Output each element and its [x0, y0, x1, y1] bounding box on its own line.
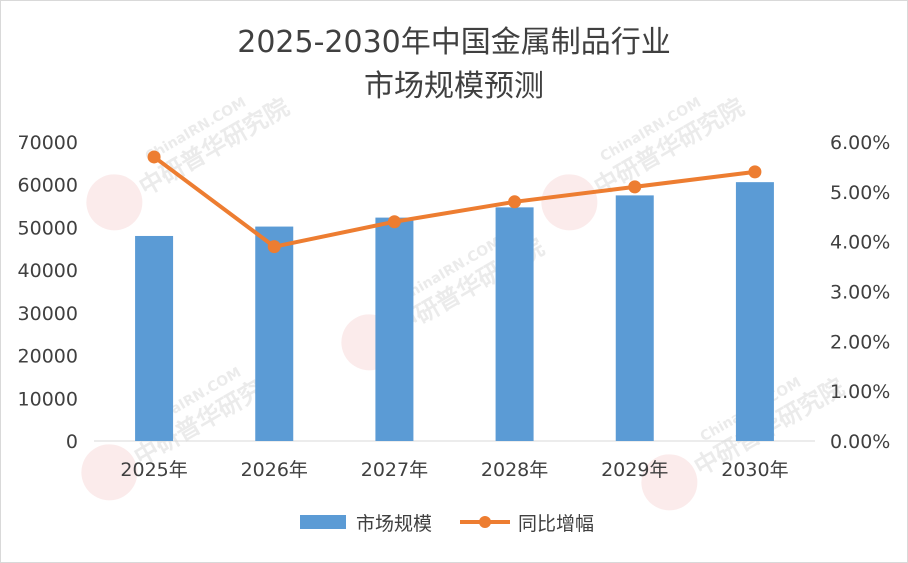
x-tick-label: 2026年 [241, 459, 308, 481]
bar [375, 217, 414, 441]
y-right-tick-label: 2.00% [830, 331, 890, 353]
series-line [152, 155, 756, 249]
legend-line-label: 同比增幅 [518, 513, 594, 535]
watermark-logo-icon [81, 444, 138, 501]
x-tick-label: 2030年 [721, 459, 788, 481]
line-point [267, 240, 281, 254]
y-right-tick-label: 5.00% [830, 182, 890, 204]
watermark-logo-icon [86, 174, 143, 231]
x-tick-label: 2025年 [120, 459, 187, 481]
watermark-logo-icon [641, 454, 698, 511]
bar-series [135, 182, 774, 441]
axes: 0 10000 20000 30000 40000 50000 60000 70000 0.00… [18, 132, 891, 481]
y-right-tick-label: 6.00% [830, 132, 890, 154]
y-left-tick-label: 20000 [18, 346, 78, 368]
bar [615, 195, 654, 441]
y-right-tick-label: 4.00% [830, 232, 890, 254]
y-left-tick-label: 10000 [18, 388, 78, 410]
y-left-tick-label: 50000 [18, 217, 78, 239]
legend-line-marker [479, 516, 491, 528]
watermark-logo-icon [541, 174, 598, 231]
y-left-tick-label: 30000 [18, 303, 78, 325]
bar [255, 226, 294, 441]
bar [135, 235, 174, 441]
chart-title-line2: 市场规模预测 [364, 69, 544, 104]
line-point [147, 150, 161, 164]
legend: 市场规模 同比增幅 [300, 513, 594, 535]
line-point [508, 195, 522, 209]
bar [735, 182, 774, 441]
y-left-tick-label: 40000 [18, 260, 78, 282]
x-tick-label: 2028年 [481, 459, 548, 481]
line-point [387, 215, 401, 229]
y-right-tick-label: 0.00% [830, 431, 890, 453]
line-series [147, 150, 762, 254]
legend-bar-label: 市场规模 [356, 513, 432, 535]
chart-title-line1: 2025-2030年中国金属制品行业 [237, 25, 671, 60]
legend-bar-swatch [300, 515, 346, 529]
y-left-tick-label: 70000 [18, 132, 78, 154]
bar [495, 207, 534, 441]
y-right-tick-label: 1.00% [830, 381, 890, 403]
x-tick-label: 2027年 [361, 459, 428, 481]
line-point [628, 180, 642, 194]
y-right-tick-label: 3.00% [830, 282, 890, 304]
y-left-tick-label: 60000 [18, 175, 78, 197]
x-tick-label: 2029年 [601, 459, 668, 481]
line-point [748, 165, 762, 179]
y-left-tick-label: 0 [66, 431, 78, 453]
